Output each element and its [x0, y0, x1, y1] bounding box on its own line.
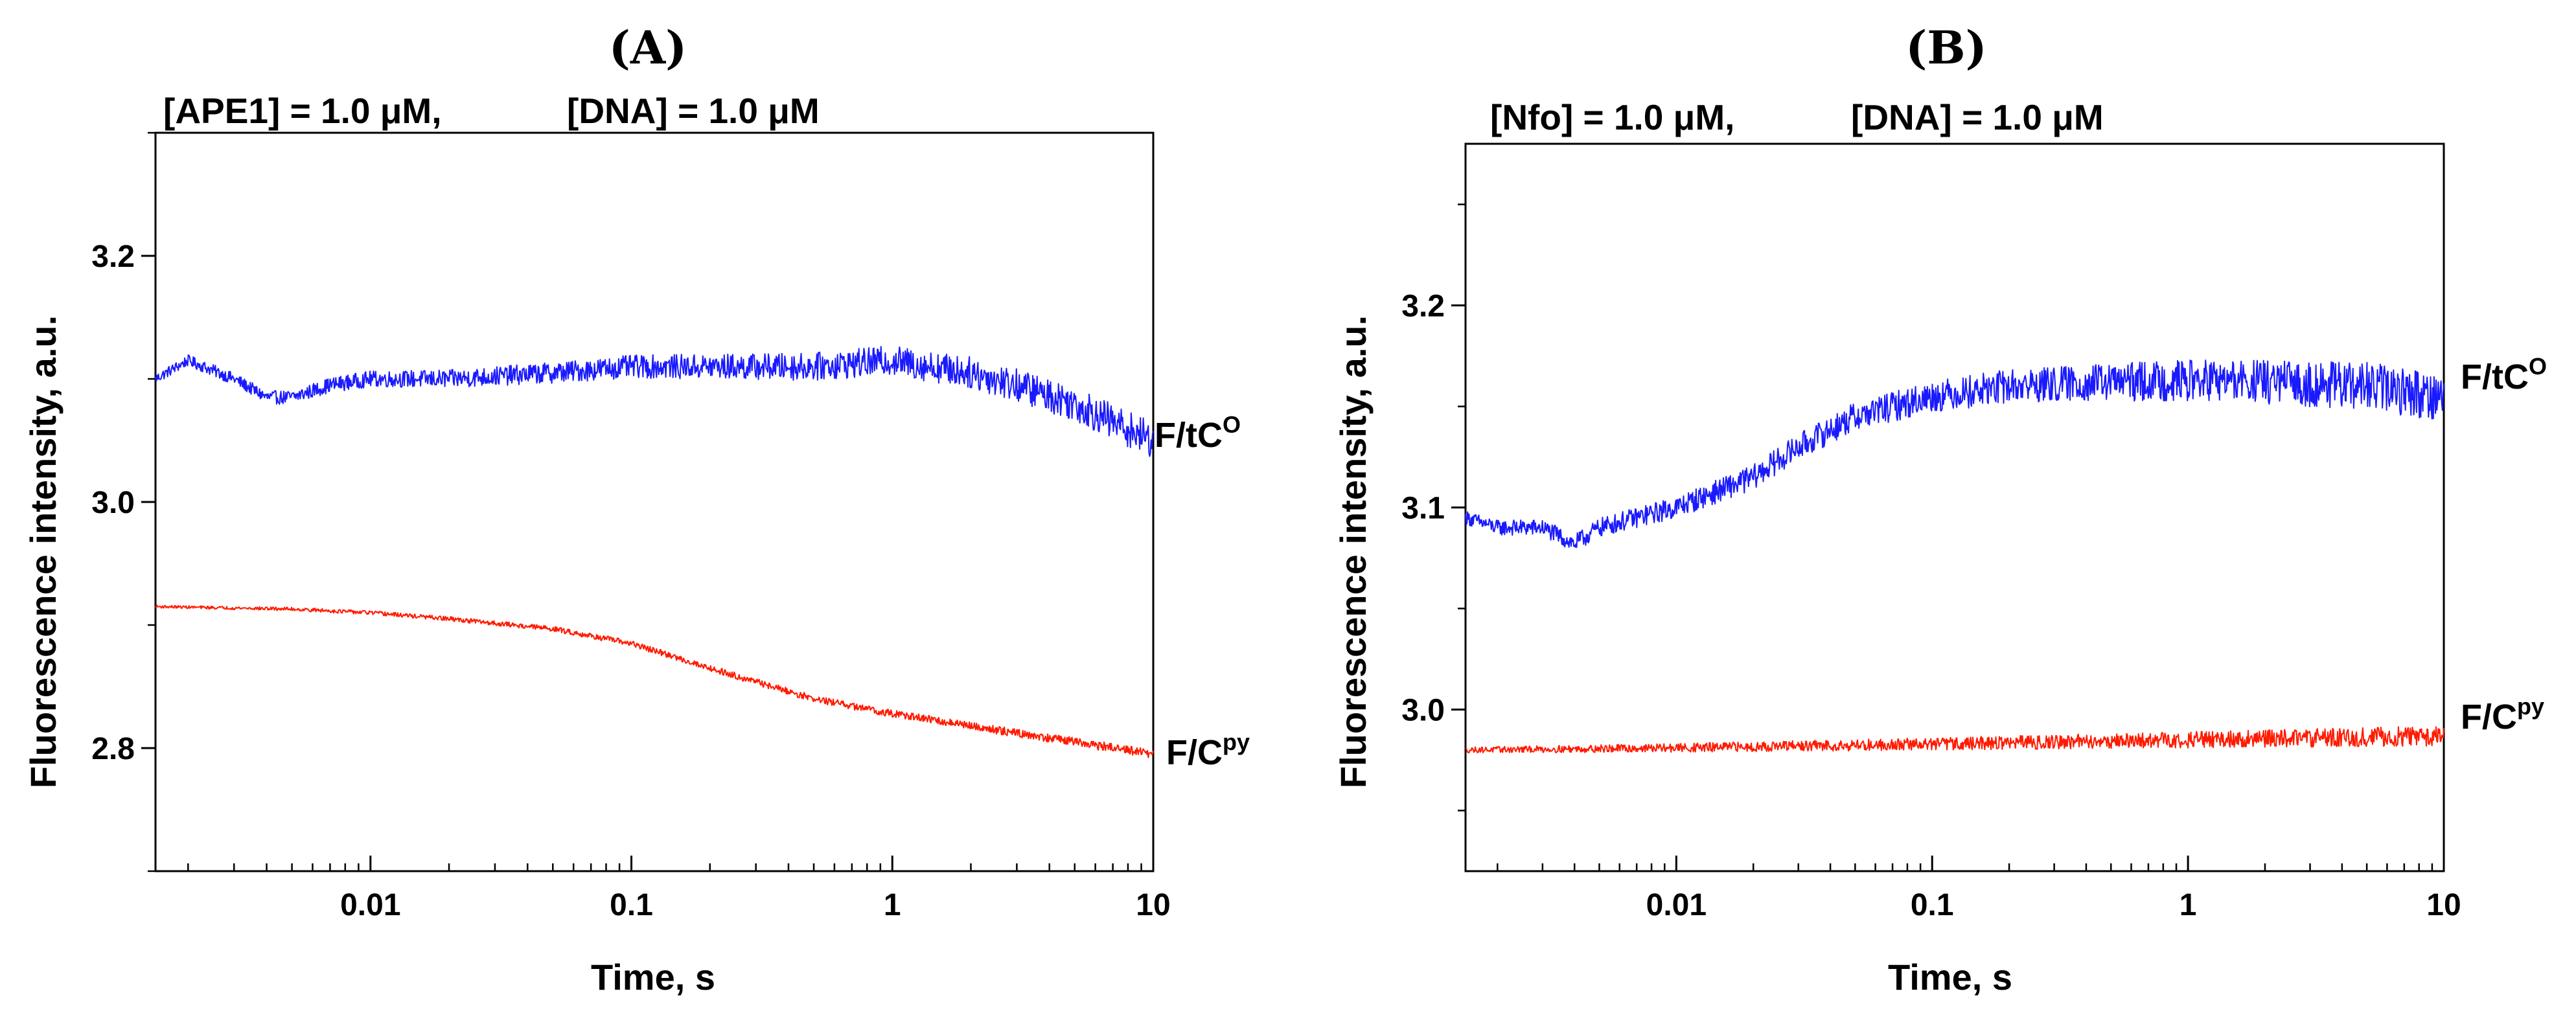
plot-frame	[154, 131, 1155, 872]
y-axis-title: Fluorescence intensity, a.u.	[23, 315, 63, 788]
series-label-sup: py	[1223, 729, 1250, 755]
y-tick-label: 3.1	[1401, 492, 1445, 526]
plot-area: 0.01 0.1 1 10 2.8 3.0 3.2	[91, 131, 1171, 922]
y-axis-title: Fluorescence intensity, a.u.	[1333, 315, 1374, 788]
x-tick-label: 1	[884, 888, 901, 922]
series-label-base: F/C	[1166, 733, 1223, 772]
series-label-f-cpy: F/Cpy	[1166, 729, 1250, 772]
series-line-f-tco	[155, 346, 1154, 457]
series-label-f-cpy: F/Cpy	[2461, 693, 2544, 736]
x-tick-label: 0.01	[340, 888, 400, 922]
condition-dna: [DNA] = 1.0 μM	[1851, 97, 2104, 137]
series-line-f-tco	[1465, 359, 2444, 549]
plot-area: 0.01 0.1 1 10 3.0 3.1 3.2	[1401, 142, 2461, 922]
series-label-f-tco: F/tCO	[2461, 353, 2547, 396]
series-label-f-tco: F/tCO	[1155, 411, 1241, 455]
series-label-base: F/C	[2461, 698, 2517, 736]
condition-enzyme: [APE1] = 1.0 μM,	[163, 91, 441, 131]
x-tick-label: 0.01	[1646, 888, 1707, 922]
panel-b: (B) [Nfo] = 1.0 μM, [DNA] = 1.0 μM 0.01 0…	[1333, 21, 2547, 997]
x-tick-label: 0.1	[1911, 888, 1954, 922]
x-tick-label: 1	[2179, 888, 2197, 922]
y-tick-label: 3.0	[91, 486, 135, 520]
panel-a: (A) [APE1] = 1.0 μM, [DNA] = 1.0 μM 0.01…	[23, 21, 1250, 997]
x-tick-label: 10	[2426, 888, 2461, 922]
panel-label: (B)	[1905, 21, 1986, 74]
y-tick-label: 3.2	[1401, 290, 1445, 324]
x-axis-title: Time, s	[591, 957, 715, 997]
series-label-sup: py	[2517, 693, 2544, 720]
y-tick-label: 2.8	[91, 732, 135, 766]
x-tick-label: 0.1	[610, 888, 653, 922]
y-tick-label: 3.0	[1401, 693, 1445, 727]
condition-dna: [DNA] = 1.0 μM	[567, 91, 820, 131]
series-label-base: F/tC	[1155, 416, 1223, 455]
series-line-f-cpy	[155, 604, 1154, 758]
condition-enzyme: [Nfo] = 1.0 μM,	[1490, 97, 1734, 137]
series-label-sup: O	[1223, 411, 1241, 438]
panel-label: (A)	[609, 21, 687, 74]
plot-frame	[1464, 142, 2445, 872]
x-tick-label: 10	[1136, 888, 1170, 922]
series-line-f-cpy	[1465, 726, 2444, 754]
series-label-sup: O	[2529, 353, 2547, 380]
series-label-base: F/tC	[2461, 358, 2529, 396]
x-axis-title: Time, s	[1888, 957, 2012, 997]
y-tick-label: 3.2	[91, 240, 135, 274]
